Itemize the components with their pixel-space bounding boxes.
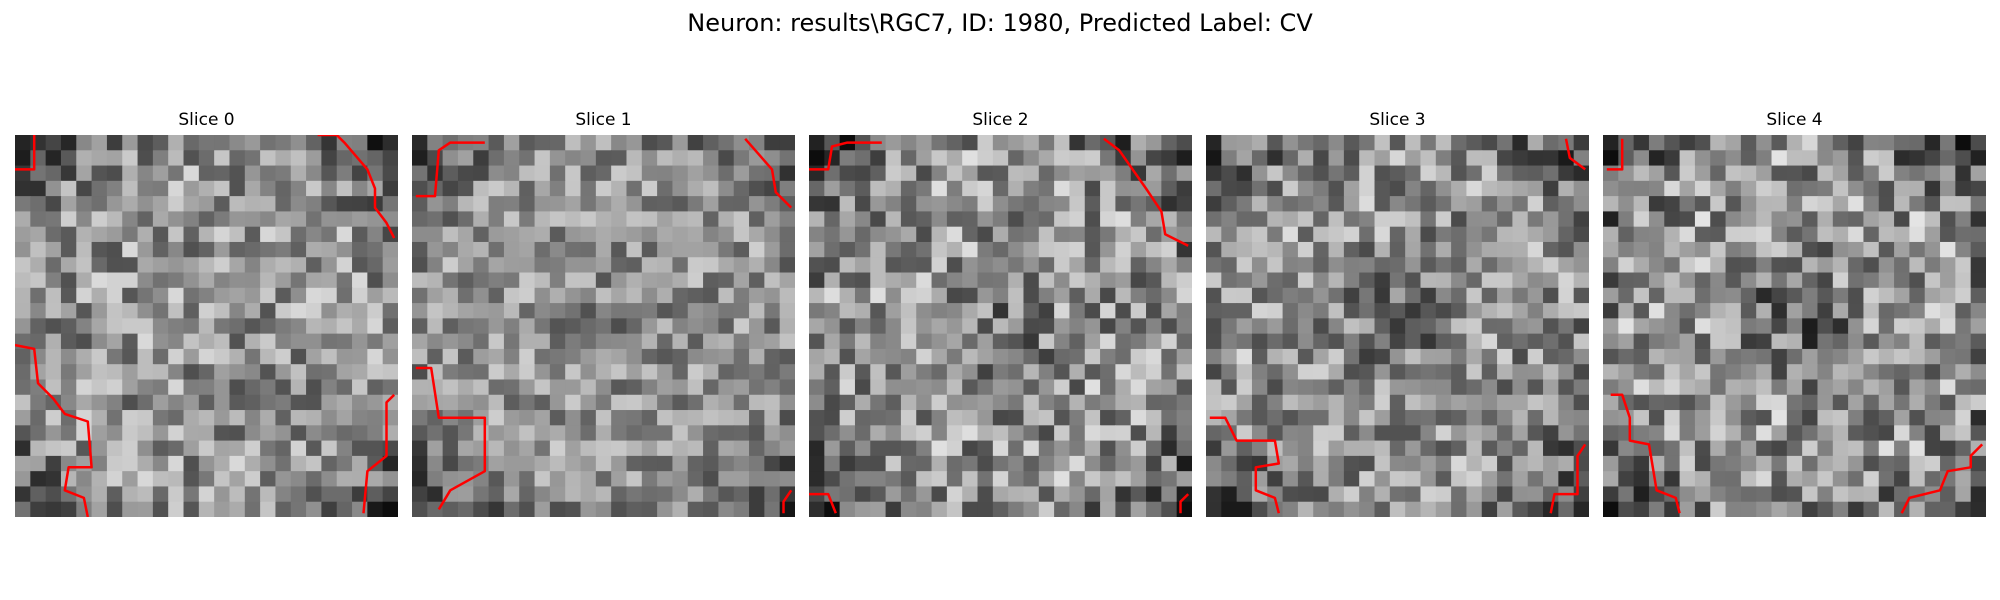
slice-image-2 bbox=[809, 135, 1192, 517]
slice-image-3 bbox=[1206, 135, 1589, 517]
contour-line-3 bbox=[1179, 493, 1190, 514]
contour-line-1 bbox=[744, 137, 793, 209]
panel-title-3: Slice 3 bbox=[1369, 110, 1426, 130]
slice-image-svg-3 bbox=[1206, 135, 1589, 517]
contour-line-0 bbox=[1606, 138, 1624, 171]
contour-line-0 bbox=[415, 141, 485, 198]
slice-image-svg-2 bbox=[809, 135, 1192, 517]
slice-image-0 bbox=[15, 135, 398, 517]
figure-title: Neuron: results\RGC7, ID: 1980, Predicte… bbox=[687, 9, 1313, 37]
contour-line-2 bbox=[415, 366, 487, 511]
contour-line-1 bbox=[1103, 137, 1189, 247]
contour-line-0 bbox=[1564, 138, 1586, 171]
contour-line-2 bbox=[1900, 443, 1984, 514]
slice-image-svg-4 bbox=[1603, 135, 1986, 517]
slice-image-svg-0 bbox=[15, 135, 398, 517]
contour-line-2 bbox=[15, 343, 93, 517]
panel-title-2: Slice 2 bbox=[972, 110, 1029, 130]
contour-line-0 bbox=[809, 141, 882, 171]
contour-line-0 bbox=[15, 135, 36, 171]
contour-line-2 bbox=[1549, 443, 1587, 514]
contour-line-3 bbox=[782, 489, 793, 514]
contour-line-1 bbox=[1610, 393, 1681, 514]
contour-line-1 bbox=[317, 135, 396, 239]
slice-image-4 bbox=[1603, 135, 1986, 517]
slice-image-1 bbox=[412, 135, 795, 517]
panel-title-0: Slice 0 bbox=[178, 110, 235, 130]
slice-image-svg-1 bbox=[412, 135, 795, 517]
contour-line-1 bbox=[1209, 416, 1281, 514]
contour-line-2 bbox=[809, 492, 837, 514]
panel-title-4: Slice 4 bbox=[1766, 110, 1823, 130]
panel-title-1: Slice 1 bbox=[575, 110, 632, 130]
contour-line-3 bbox=[362, 393, 396, 514]
